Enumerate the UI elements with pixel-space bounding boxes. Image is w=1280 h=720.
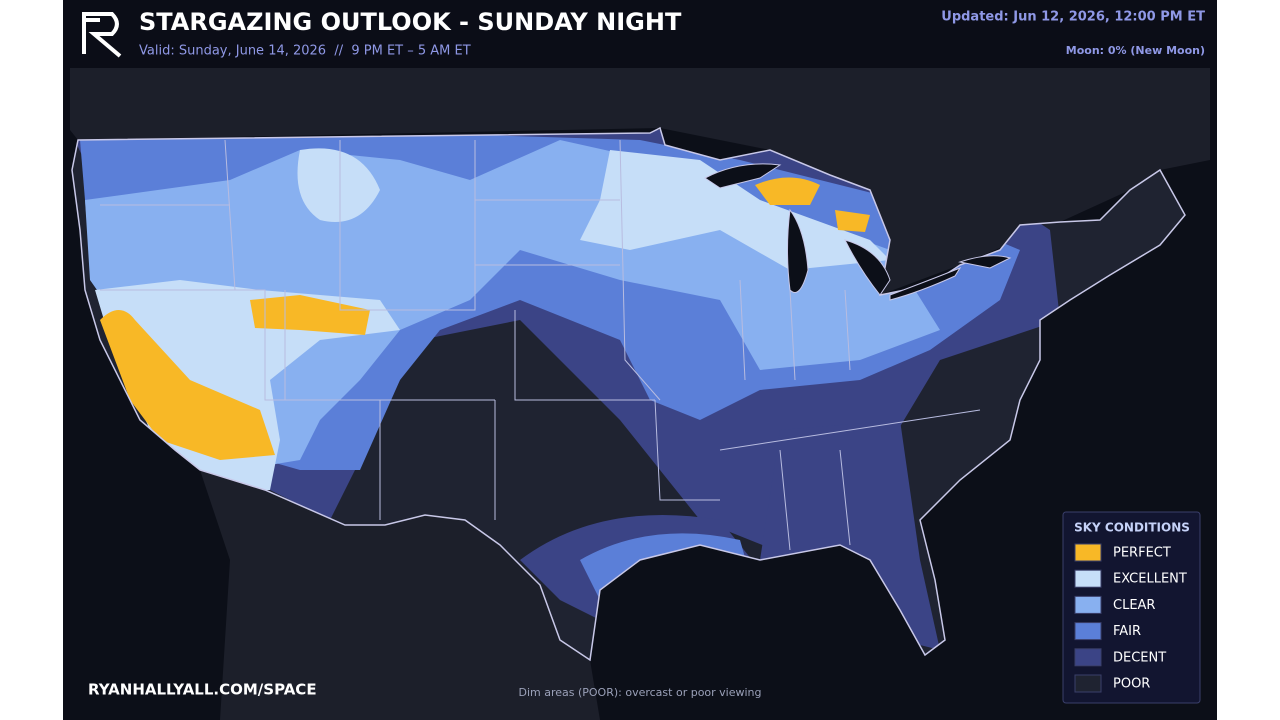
logo <box>82 12 122 58</box>
legend-label: FAIR <box>1113 624 1141 639</box>
legend-swatch <box>1074 622 1102 641</box>
legend-swatch <box>1074 674 1102 693</box>
legend-label: PERFECT <box>1113 546 1171 561</box>
legend-title: SKY CONDITIONS <box>1074 521 1190 535</box>
footnote: Dim areas (POOR): overcast or poor viewi… <box>518 686 761 699</box>
updated: Updated: Jun 12, 2026, 12:00 PM ET <box>941 10 1205 25</box>
condition-area <box>297 148 380 222</box>
legend-swatch <box>1074 595 1102 614</box>
legend-swatch <box>1074 543 1102 562</box>
website: RYANHALLYALL.COM/SPACE <box>88 681 317 699</box>
legend: PERFECT EXCELLENT CLEAR FAIR DECENT POOR <box>1074 543 1187 693</box>
condition-area <box>755 177 820 205</box>
legend-swatch <box>1074 648 1102 667</box>
condition-area <box>100 310 275 460</box>
mexico <box>200 470 600 720</box>
legend-label: POOR <box>1113 677 1150 692</box>
state-lines <box>100 139 981 551</box>
moon: Moon: 0% (New Moon) <box>1066 44 1205 57</box>
valid-time: Valid: Sunday, June 14, 2026 // 9 PM ET … <box>139 44 471 59</box>
title: STARGAZING OUTLOOK - SUNDAY NIGHT <box>139 8 682 36</box>
legend-label: DECENT <box>1113 650 1166 665</box>
great-lakes <box>704 163 1012 301</box>
legend-swatch <box>1074 569 1102 588</box>
canada <box>70 68 1210 295</box>
condition-area <box>760 420 940 650</box>
condition-area <box>580 150 890 270</box>
legend-label: EXCELLENT <box>1113 572 1187 587</box>
legend-label: CLEAR <box>1113 598 1155 613</box>
condition-area <box>835 210 870 232</box>
